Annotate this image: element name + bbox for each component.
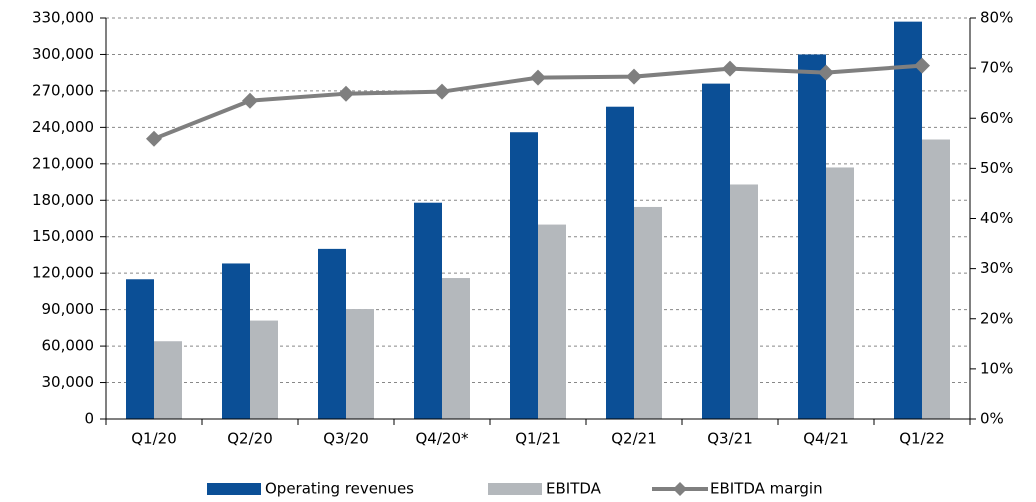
- marker: [242, 92, 258, 109]
- y2-tick-label: 20%: [980, 309, 1013, 327]
- y2-tick-label: 70%: [980, 59, 1013, 77]
- y2-tick-label: 10%: [980, 359, 1013, 377]
- y-tick-label: 90,000: [42, 300, 95, 318]
- marker: [914, 57, 930, 74]
- x-tick-label: Q4/21: [803, 430, 849, 448]
- y-tick-label: 240,000: [32, 118, 94, 136]
- legend-label: EBITDA: [546, 480, 602, 498]
- y-tick-label: 300,000: [32, 45, 94, 63]
- y2-tick-label: 60%: [980, 109, 1013, 127]
- x-tick-label: Q1/20: [131, 430, 177, 448]
- y-tick-label: 210,000: [32, 154, 94, 172]
- y2-tick-label: 50%: [980, 159, 1013, 177]
- legend-label: Operating revenues: [265, 480, 414, 498]
- bar: [826, 167, 854, 419]
- bar: [250, 320, 278, 419]
- marker: [626, 68, 642, 85]
- marker: [722, 60, 738, 77]
- legend-swatch: [488, 483, 542, 495]
- bar: [634, 206, 662, 419]
- y-tick-label: 120,000: [32, 264, 94, 282]
- y-tick-label: 30,000: [42, 373, 95, 391]
- legend-swatch: [207, 483, 261, 495]
- bar: [442, 278, 470, 419]
- legend-label: EBITDA margin: [710, 480, 823, 498]
- bar: [510, 132, 538, 419]
- x-tick-label: Q2/21: [611, 430, 657, 448]
- x-tick-label: Q1/22: [899, 430, 945, 448]
- legend-swatch: [673, 482, 687, 496]
- bar: [538, 224, 566, 419]
- marker: [530, 69, 546, 86]
- y2-tick-label: 40%: [980, 209, 1013, 227]
- marker: [434, 83, 450, 100]
- y-tick-label: 60,000: [42, 337, 95, 355]
- bar: [154, 341, 182, 419]
- y-tick-label: 0: [84, 410, 94, 428]
- marker: [818, 64, 834, 81]
- bar: [894, 21, 922, 420]
- bar: [346, 309, 374, 419]
- y-tick-label: 180,000: [32, 191, 94, 209]
- y2-tick-label: 30%: [980, 259, 1013, 277]
- marker: [146, 130, 162, 147]
- bar: [702, 83, 730, 420]
- bar: [606, 106, 634, 420]
- x-tick-label: Q3/20: [323, 430, 369, 448]
- bar: [318, 248, 346, 419]
- bar: [798, 54, 826, 420]
- y2-tick-label: 0%: [980, 410, 1004, 428]
- bar: [414, 202, 442, 419]
- bar: [730, 184, 758, 419]
- bar: [126, 279, 154, 419]
- y-tick-label: 150,000: [32, 227, 94, 245]
- x-tick-label: Q2/20: [227, 430, 273, 448]
- bar: [222, 263, 250, 419]
- marker: [338, 85, 354, 102]
- y-tick-label: 330,000: [32, 9, 94, 27]
- x-tick-label: Q3/21: [707, 430, 753, 448]
- y2-tick-label: 80%: [980, 9, 1013, 27]
- x-tick-label: Q1/21: [515, 430, 561, 448]
- bar: [922, 139, 950, 420]
- y-tick-label: 270,000: [32, 81, 94, 99]
- x-tick-label: Q4/20*: [416, 430, 469, 448]
